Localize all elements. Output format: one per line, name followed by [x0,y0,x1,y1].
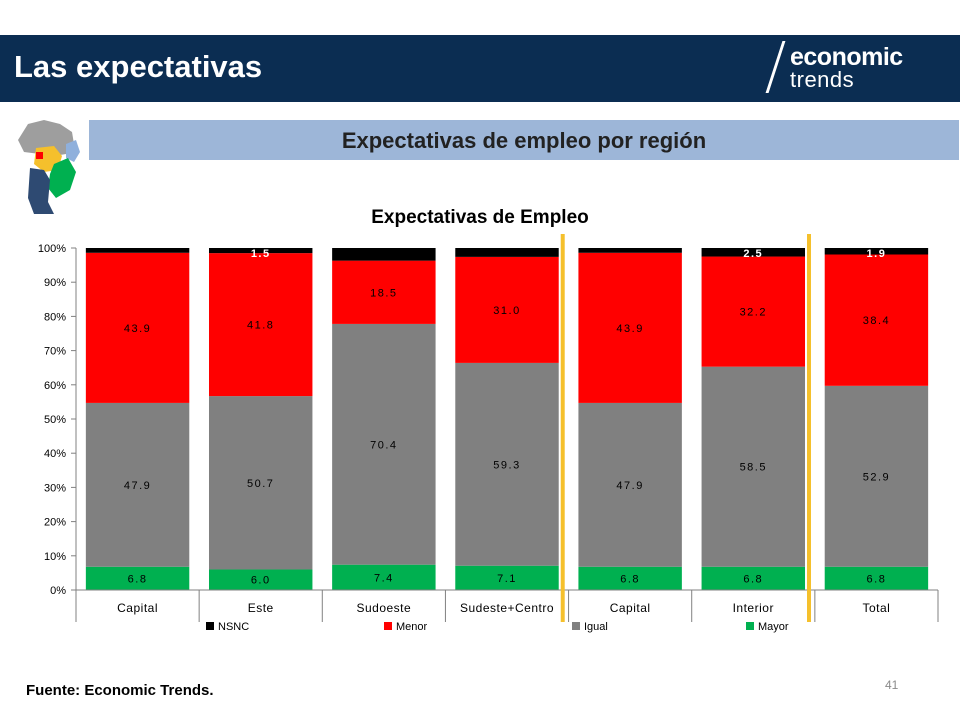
x-tick-label: Total [862,601,890,615]
y-tick-label: 60% [44,380,66,392]
y-tick-label: 30% [44,482,66,494]
bar-segment-nsnc [332,248,436,261]
y-tick-label: 0% [50,585,66,597]
data-label: 38.4 [863,315,890,327]
data-label: 47.9 [124,480,151,492]
bar-segment-nsnc [208,248,313,254]
legend-label: NSNC [218,621,249,633]
page-title: Las expectativas [14,49,263,84]
bar-segment-nsnc [85,248,190,253]
legend-swatch [206,622,214,630]
legend-swatch [746,622,754,630]
y-tick-label: 90% [44,277,66,289]
stacked-bar-chart: Expectativas de Empleo 0% 10% 20% 30% 40% 50% 6… [38,207,939,633]
logo-slash [765,41,786,93]
bar-segment-nsnc [824,248,929,255]
y-tick-label: 20% [44,517,66,529]
y-tick-label: 40% [44,448,66,460]
y-tick-label: 100% [38,243,66,255]
data-label: 41.8 [247,320,274,332]
data-label: 58.5 [740,462,767,474]
x-tick-label: Capital [117,601,158,615]
y-tick-label: 10% [44,551,66,563]
y-tick-label: 50% [44,414,66,426]
data-label: 43.9 [124,323,151,335]
data-label: 31.0 [493,305,520,317]
data-label: 6.0 [251,575,271,587]
legend-label: Mayor [758,621,789,633]
bar-segment-igual [455,362,559,566]
chart-section-subtitle: Expectativas de empleo por región [341,128,707,153]
data-label: 70.4 [370,439,397,451]
data-label: 6.8 [743,573,763,585]
bar-segment-menor [455,256,559,363]
data-label: 6.8 [620,573,640,585]
page-number: 41 [885,678,899,692]
economic-trends-logo: economic trends [765,41,942,97]
bar-segment-igual [332,323,436,565]
bar-segment-nsnc [455,248,559,257]
bar-segment-mayor [824,566,929,590]
bar-segment-menor [824,254,929,386]
bar-segment-igual [701,366,806,567]
data-label: 1.9 [867,248,887,260]
bar-segment-mayor [208,569,313,590]
data-label: 50.7 [247,478,274,490]
bar-segment-igual [824,385,929,567]
bar-segment-nsnc [701,248,806,257]
bar-segment-mayor [455,565,559,590]
data-label: 32.2 [740,307,767,319]
logo-text-line2: trends [790,67,855,92]
region-map-icon [18,120,80,214]
bar-segment-menor [85,252,190,403]
bar-segment-igual [208,396,313,570]
legend-label: Igual [584,621,608,633]
legend-swatch [384,622,392,630]
bar-segment-igual [578,402,682,567]
bar-segment-mayor [332,564,436,590]
chart-title: Expectativas de Empleo [371,207,589,228]
bar-segment-mayor [578,566,682,590]
bar-segment-menor [208,253,313,397]
x-tick-label: Este [248,601,274,615]
data-label: 1.5 [251,248,271,260]
legend-swatch [572,622,580,630]
data-label: 7.1 [497,573,517,585]
source-note: Fuente: Economic Trends. [26,682,214,699]
x-tick-label: Interior [733,601,774,615]
subtitle-bar: Expectativas de empleo por región [89,120,959,160]
x-tick-label: Sudeste+Centro [460,601,554,615]
bar-segment-menor [332,260,436,324]
x-tick-label: Capital [610,601,651,615]
bar-segment-nsnc [578,248,682,253]
y-tick-label: 80% [44,311,66,323]
data-label: 6.8 [867,573,887,585]
legend-label: Menor [396,621,428,633]
x-tick-label: Sudoeste [356,601,411,615]
y-tick-label: 70% [44,346,66,358]
logo-text-line1: economic [790,43,903,71]
data-label: 43.9 [616,323,643,335]
header-bar: Las expectativas economic trends [0,35,960,102]
bar-segment-menor [701,256,806,367]
bar-segment-mayor [701,566,806,590]
bar-segment-mayor [85,566,190,590]
data-label: 52.9 [863,471,890,483]
data-label: 59.3 [493,459,520,471]
bar-segment-menor [578,252,682,403]
data-label: 6.8 [128,573,148,585]
data-label: 47.9 [616,480,643,492]
data-label: 18.5 [370,287,397,299]
data-label: 2.5 [743,248,763,260]
bar-segment-igual [85,402,190,567]
data-label: 7.4 [374,572,394,584]
